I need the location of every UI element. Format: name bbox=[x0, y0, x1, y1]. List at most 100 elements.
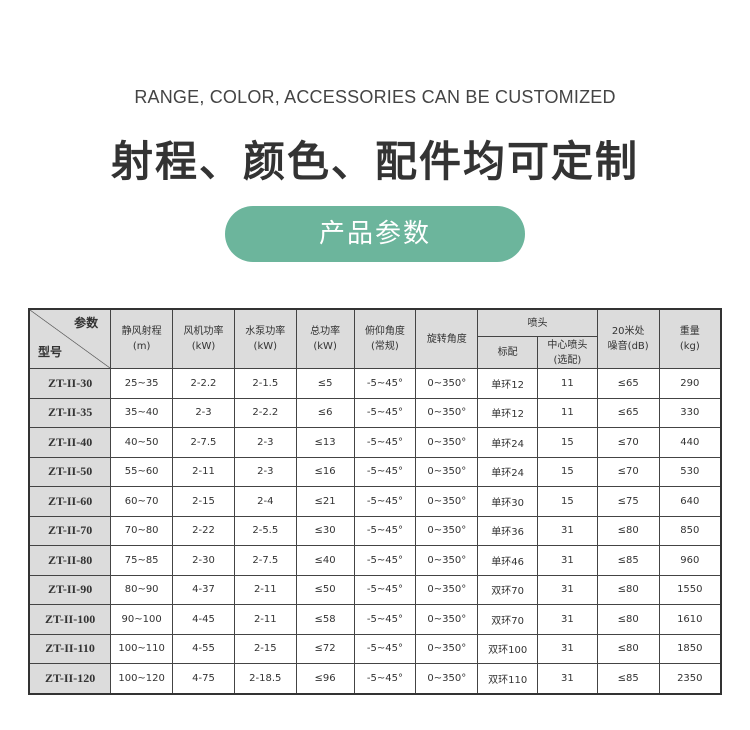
table-cell: -5~45° bbox=[353, 486, 417, 517]
params-label: 参数 bbox=[74, 316, 99, 330]
table-cell: 2-3 bbox=[233, 427, 297, 458]
nozzle-header: 喷头 bbox=[477, 308, 598, 337]
table-cell: 双环70 bbox=[477, 604, 539, 635]
table-cell: 40~50 bbox=[110, 427, 174, 458]
table-cell: -5~45° bbox=[353, 633, 417, 664]
table-cell: 单环24 bbox=[477, 427, 539, 458]
table-cell: 35~40 bbox=[110, 397, 174, 428]
model-cell: ZT-II-40 bbox=[28, 427, 112, 458]
table-cell: 330 bbox=[658, 397, 722, 428]
range-header: 静风射程 (m) bbox=[110, 308, 174, 369]
rotation-header: 旋转角度 bbox=[415, 308, 479, 369]
table-cell: 0~350° bbox=[415, 633, 479, 664]
model-cell: ZT-II-120 bbox=[28, 663, 112, 694]
section-label: 产品参数 bbox=[225, 206, 525, 262]
model-cell: ZT-II-70 bbox=[28, 515, 112, 546]
table-cell: ≤13 bbox=[295, 427, 355, 458]
table-cell: ≤70 bbox=[596, 456, 660, 487]
table-cell: ≤16 bbox=[295, 456, 355, 487]
table-cell: -5~45° bbox=[353, 456, 417, 487]
table-cell: -5~45° bbox=[353, 663, 417, 694]
table-cell: 31 bbox=[537, 545, 598, 576]
model-cell: ZT-II-50 bbox=[28, 456, 112, 487]
nozzle-center-header: 中心喷头 (选配) bbox=[537, 336, 598, 369]
table-cell: ≤80 bbox=[596, 604, 660, 635]
table-cell: ≤21 bbox=[295, 486, 355, 517]
table-cell: 640 bbox=[658, 486, 722, 517]
table-cell: 2-5.5 bbox=[233, 515, 297, 546]
model-label: 型号 bbox=[38, 345, 63, 359]
table-cell: ≤50 bbox=[295, 574, 355, 605]
table-cell: ≤6 bbox=[295, 397, 355, 428]
table-cell: 1610 bbox=[658, 604, 722, 635]
table-cell: 单环30 bbox=[477, 486, 539, 517]
table-cell: 4-45 bbox=[172, 604, 235, 635]
table-cell: -5~45° bbox=[353, 427, 417, 458]
table-cell: -5~45° bbox=[353, 397, 417, 428]
table-cell: 15 bbox=[537, 427, 598, 458]
table-cell: 4-55 bbox=[172, 633, 235, 664]
table-row: ZT-II-35 35~40 2-3 2-2.2 ≤6 -5~45° 0~350° 单环12 1… bbox=[28, 397, 722, 428]
table-cell: 75~85 bbox=[110, 545, 174, 576]
table-cell: 31 bbox=[537, 574, 598, 605]
table-cell: 单环36 bbox=[477, 515, 539, 546]
table-cell: 100~120 bbox=[110, 663, 174, 694]
table-row: ZT-II-70 70~80 2-22 2-5.5 ≤30 -5~45° 0~350° 单环3… bbox=[28, 515, 722, 546]
table-cell: 2-3 bbox=[172, 397, 235, 428]
table-cell: ≤80 bbox=[596, 633, 660, 664]
model-cell: ZT-II-30 bbox=[28, 368, 112, 399]
table-cell: 1850 bbox=[658, 633, 722, 664]
model-cell: ZT-II-100 bbox=[28, 604, 112, 635]
table-cell: -5~45° bbox=[353, 368, 417, 399]
table-cell: 2-22 bbox=[172, 515, 235, 546]
table-cell: 2-1.5 bbox=[233, 368, 297, 399]
table-cell: ≤58 bbox=[295, 604, 355, 635]
table-row: ZT-II-30 25~35 2-2.2 2-1.5 ≤5 -5~45° 0~350° 单环1… bbox=[28, 368, 722, 399]
table-cell: 290 bbox=[658, 368, 722, 399]
table-cell: 11 bbox=[537, 368, 598, 399]
table-cell: 2-11 bbox=[233, 604, 297, 635]
table-row: ZT-II-60 60~70 2-15 2-4 ≤21 -5~45° 0~350° 单环30 1… bbox=[28, 486, 722, 517]
table-cell: 4-37 bbox=[172, 574, 235, 605]
table-cell: ≤72 bbox=[295, 633, 355, 664]
table-cell: 0~350° bbox=[415, 545, 479, 576]
table-row: ZT-II-50 55~60 2-11 2-3 ≤16 -5~45° 0~350° 单环24 1… bbox=[28, 456, 722, 487]
fan-header: 风机功率 (kW) bbox=[172, 308, 235, 369]
model-cell: ZT-II-35 bbox=[28, 397, 112, 428]
table-cell: 0~350° bbox=[415, 368, 479, 399]
table-cell: 850 bbox=[658, 515, 722, 546]
table-cell: ≤85 bbox=[596, 545, 660, 576]
table-cell: ≤85 bbox=[596, 663, 660, 694]
table-cell: ≤65 bbox=[596, 368, 660, 399]
table-cell: 31 bbox=[537, 604, 598, 635]
table-row: ZT-II-100 90~100 4-45 2-11 ≤58 -5~45° 0~350° 双环… bbox=[28, 604, 722, 635]
pitch-header: 俯仰角度 (常规) bbox=[353, 308, 417, 369]
table-cell: 100~110 bbox=[110, 633, 174, 664]
page-title: 射程、颜色、配件均可定制 bbox=[110, 137, 639, 186]
table-cell: 单环24 bbox=[477, 456, 539, 487]
table-cell: 单环12 bbox=[477, 368, 539, 399]
table-cell: ≤65 bbox=[596, 397, 660, 428]
table-cell: 25~35 bbox=[110, 368, 174, 399]
table-cell: 2-30 bbox=[172, 545, 235, 576]
nozzle-std-header: 标配 bbox=[477, 336, 539, 369]
table-cell: 11 bbox=[537, 397, 598, 428]
table-cell: ≤75 bbox=[596, 486, 660, 517]
table-cell: 2-7.5 bbox=[172, 427, 235, 458]
table-cell: ≤96 bbox=[295, 663, 355, 694]
table-cell: 31 bbox=[537, 515, 598, 546]
table-cell: 60~70 bbox=[110, 486, 174, 517]
table-cell: -5~45° bbox=[353, 574, 417, 605]
table-cell: ≤5 bbox=[295, 368, 355, 399]
table-cell: -5~45° bbox=[353, 515, 417, 546]
table-cell: 2-4 bbox=[233, 486, 297, 517]
table-row: ZT-II-90 80~90 4-37 2-11 ≤50 -5~45° 0~350° 双环70… bbox=[28, 574, 722, 605]
table-cell: 2-2.2 bbox=[172, 368, 235, 399]
model-cell: ZT-II-80 bbox=[28, 545, 112, 576]
table-cell: 15 bbox=[537, 456, 598, 487]
table-cell: 0~350° bbox=[415, 574, 479, 605]
table-row: ZT-II-120 100~120 4-75 2-18.5 ≤96 -5~45° 0~350… bbox=[28, 663, 722, 694]
table-cell: 31 bbox=[537, 663, 598, 694]
table-cell: 0~350° bbox=[415, 486, 479, 517]
table-cell: 31 bbox=[537, 633, 598, 664]
